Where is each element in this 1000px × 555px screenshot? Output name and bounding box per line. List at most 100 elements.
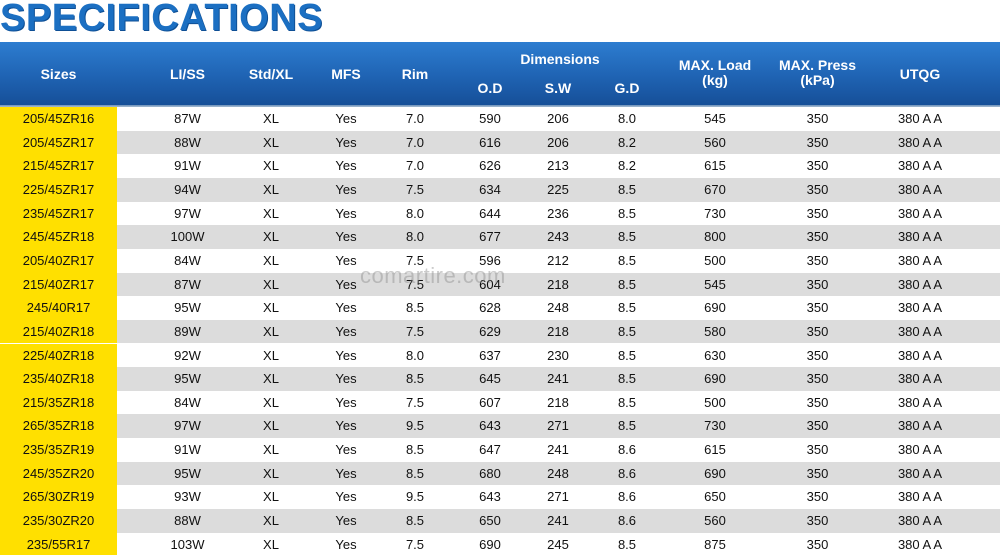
cell-size: 225/40ZR18 [0, 343, 117, 368]
cell-size: 265/35ZR18 [0, 414, 117, 439]
cell-std-xl: XL [263, 536, 279, 552]
cell-utqg: 380 A A [897, 513, 943, 529]
cell-max-press: 350 [806, 465, 829, 481]
cell-od: 607 [479, 394, 501, 410]
cell-size: 215/40ZR18 [0, 319, 117, 344]
cell-li-ss: 89W [174, 323, 201, 339]
cell-rim: 7.5 [405, 276, 425, 292]
cell-mfs: Yes [335, 347, 357, 363]
table-row: 245/35ZR20 95W XL Yes 8.5 680 248 8.6 690 350 380 … [0, 461, 1000, 486]
cell-utqg: 380 A A [897, 489, 943, 505]
cell-utqg: 380 A A [897, 111, 943, 126]
cell-utqg: 380 A A [897, 394, 943, 410]
cell-rim: 7.5 [405, 181, 425, 197]
cell-max-press: 350 [806, 229, 829, 245]
cell-li-ss: 94W [174, 181, 201, 197]
cell-std-xl: XL [263, 371, 279, 387]
header-max-press: MAX. Press [778, 57, 857, 73]
cell-utqg: 380 A A [897, 205, 943, 221]
cell-std-xl: XL [263, 111, 279, 126]
table-row: 205/40ZR17 84W XL Yes 7.5 596 212 8.5 500 350 380 … [0, 248, 1000, 273]
cell-gd: 8.5 [617, 394, 637, 410]
cell-utqg: 380 A A [897, 371, 943, 387]
cell-od: 626 [479, 158, 501, 174]
cell-max-load: 545 [704, 276, 726, 292]
cell-max-press: 350 [806, 536, 829, 552]
table-row: 205/45ZR17 88W XL Yes 7.0 616 206 8.2 560 350 380 … [0, 130, 1000, 155]
cell-od: 634 [479, 181, 501, 197]
cell-max-press: 350 [806, 323, 829, 339]
cell-li-ss: 97W [174, 418, 201, 434]
cell-od: 616 [479, 134, 501, 150]
header-max-load-unit: (kg) [702, 72, 728, 88]
cell-max-press: 350 [806, 134, 829, 150]
header-max-load: MAX. Load [678, 57, 752, 73]
table-row: 205/45ZR16 87W XL Yes 7.0 590 206 8.0 545 350 380 … [0, 107, 1000, 131]
cell-gd: 8.2 [617, 134, 637, 150]
cell-max-load: 545 [704, 111, 726, 126]
cell-sw: 241 [547, 442, 569, 458]
cell-gd: 8.2 [617, 158, 637, 174]
header-std-xl: Std/XL [248, 66, 294, 82]
cell-utqg: 380 A A [897, 323, 943, 339]
cell-utqg: 380 A A [897, 347, 943, 363]
cell-sw: 212 [547, 252, 569, 268]
cell-size: 215/35ZR18 [0, 390, 117, 415]
cell-max-load: 500 [704, 252, 726, 268]
cell-std-xl: XL [263, 229, 279, 245]
cell-mfs: Yes [335, 205, 357, 221]
cell-max-press: 350 [806, 442, 829, 458]
cell-sw: 225 [547, 181, 569, 197]
cell-sw: 206 [547, 111, 569, 126]
cell-sw: 218 [547, 276, 569, 292]
cell-sw: 206 [547, 134, 569, 150]
cell-utqg: 380 A A [897, 229, 943, 245]
table-row: 215/40ZR18 89W XL Yes 7.5 629 218 8.5 580 350 380 … [0, 319, 1000, 344]
cell-size: 235/30ZR20 [0, 509, 117, 533]
cell-max-press: 350 [806, 205, 829, 221]
cell-max-load: 730 [704, 205, 726, 221]
cell-od: 628 [479, 300, 501, 316]
cell-gd: 8.6 [617, 465, 637, 481]
header-rim: Rim [401, 66, 429, 82]
cell-od: 690 [479, 536, 501, 552]
cell-max-press: 350 [806, 513, 829, 529]
cell-rim: 7.5 [405, 394, 425, 410]
cell-gd: 8.6 [617, 513, 637, 529]
table-row: 235/40ZR18 95W XL Yes 8.5 645 241 8.5 690 350 380 … [0, 367, 1000, 391]
cell-size: 205/45ZR16 [0, 107, 117, 131]
cell-rim: 7.5 [405, 252, 425, 268]
cell-li-ss: 87W [174, 111, 201, 126]
cell-sw: 230 [547, 347, 569, 363]
cell-sw: 248 [547, 300, 569, 316]
cell-gd: 8.5 [617, 205, 637, 221]
cell-od: 596 [479, 252, 501, 268]
cell-max-load: 500 [704, 394, 726, 410]
cell-mfs: Yes [335, 465, 357, 481]
cell-std-xl: XL [263, 465, 279, 481]
cell-od: 604 [479, 276, 501, 292]
cell-std-xl: XL [263, 181, 279, 197]
cell-utqg: 380 A A [897, 252, 943, 268]
cell-li-ss: 92W [174, 347, 201, 363]
cell-mfs: Yes [335, 134, 357, 150]
cell-od: 643 [479, 418, 501, 434]
cell-gd: 8.5 [617, 347, 637, 363]
cell-size: 245/45ZR18 [0, 225, 117, 249]
header-li-ss: LI/SS [169, 66, 205, 82]
table-row: 215/45ZR17 91W XL Yes 7.0 626 213 8.2 615 350 380 … [0, 154, 1000, 178]
cell-max-press: 350 [806, 111, 829, 126]
cell-rim: 8.0 [405, 229, 425, 245]
cell-max-press: 350 [806, 300, 829, 316]
cell-utqg: 380 A A [897, 158, 943, 174]
cell-max-load: 730 [704, 418, 726, 434]
cell-li-ss: 97W [174, 205, 201, 221]
cell-size: 235/35ZR19 [0, 438, 117, 462]
cell-size: 265/30ZR19 [0, 485, 117, 510]
header-utqg: UTQG [899, 66, 941, 82]
table-row: 245/40R17 95W XL Yes 8.5 628 248 8.5 690 350 380 A… [0, 296, 1000, 320]
cell-gd: 8.5 [617, 536, 637, 552]
cell-max-load: 580 [704, 323, 726, 339]
table-row: 235/30ZR20 88W XL Yes 8.5 650 241 8.6 560 350 380 … [0, 509, 1000, 533]
cell-mfs: Yes [335, 300, 357, 316]
